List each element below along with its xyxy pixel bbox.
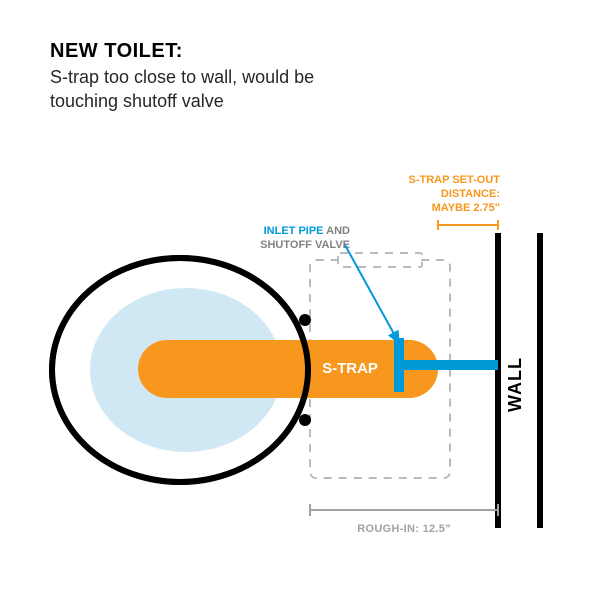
s-trap-shape-over	[138, 340, 438, 398]
inlet-label-line2: SHUTOFF VALVE	[260, 239, 350, 251]
s-trap-label: S-TRAP	[322, 360, 378, 377]
roughin-label: ROUGH-IN: 12.5"	[357, 523, 450, 535]
inlet-pipe	[402, 360, 498, 370]
bolt-0	[299, 314, 311, 326]
diagram-svg: S-TRAP WALL ROUGH-IN: 12.5" S-TRAP SET-OUT D…	[0, 0, 595, 608]
setout-label-2: DISTANCE:	[441, 188, 500, 200]
setout-label-3: MAYBE 2.75"	[432, 202, 500, 214]
wall-label: WALL	[505, 357, 525, 412]
setout-label-1: S-TRAP SET-OUT	[409, 174, 501, 186]
bolt-1	[299, 414, 311, 426]
inlet-label-line1: INLET PIPE AND	[264, 225, 350, 237]
shutoff-valve	[394, 338, 404, 392]
